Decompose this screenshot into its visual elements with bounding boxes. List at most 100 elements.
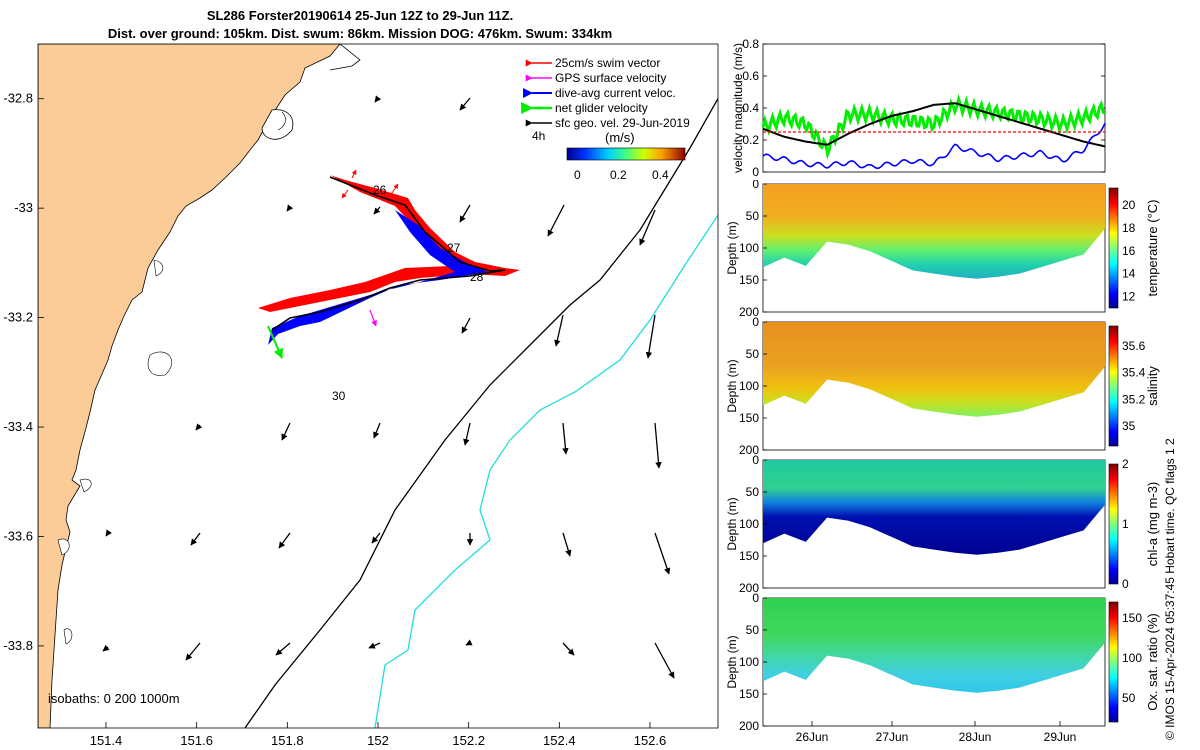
colorbar-label: temperature (°C) (1145, 200, 1160, 297)
velocity-ytick-label: 0.2 (742, 133, 759, 147)
depth-tick-label: 0 (752, 180, 759, 191)
map-xtick-label: 152.4 (543, 733, 576, 748)
current-arrow (368, 642, 381, 649)
current-arrow (645, 314, 656, 359)
velocity-panel: 0 0.2 0.4 0.6 0.8 velocity magnitude (m/s) (731, 37, 1106, 179)
colorbar-tick-label: 35.4 (1122, 366, 1146, 380)
depth-tick-label: 200 (739, 581, 759, 595)
depth-tick-label: 150 (739, 549, 759, 563)
section-fill (763, 598, 1105, 693)
time-tick-label: 29Jun (1044, 730, 1077, 744)
isobaths-label: isobaths: 0 200 1000m (48, 691, 180, 706)
colorbar-tick-label: 18 (1122, 221, 1136, 235)
current-arrow (278, 532, 291, 549)
time-tick-label: 28Jun (959, 730, 992, 744)
credit-note: © IMOS 15-Apr-2024 05:37:45 Hobart time.… (1163, 438, 1177, 740)
section-colorbar (1108, 325, 1119, 447)
legend-net-glider: net glider velocity (555, 101, 648, 115)
section-panel-1: 0 50 100 150 200 Depth (m) 35 35.2 35.4 35.6 salin… (725, 315, 1160, 457)
current-arrow (195, 423, 203, 431)
map-ytick-label: -33.2 (3, 310, 33, 325)
map-panel: 151.4 151.6 151.8 152 152.2 152.4 152.6 -32.8 -… (3, 43, 719, 748)
section-fill (763, 322, 1105, 417)
velocity-ylabel: velocity magnitude (m/s) (731, 43, 745, 173)
map-xtick-label: 152 (367, 733, 389, 748)
current-arrow (554, 314, 564, 347)
depth-axis-label: Depth (m) (725, 497, 739, 550)
depth-tick-label: 100 (739, 241, 759, 255)
current-arrow (102, 644, 110, 652)
current-arrow (547, 204, 565, 237)
current-arrow (286, 204, 294, 212)
legend-swim-vector: 25cm/s swim vector (555, 56, 660, 70)
current-arrow (463, 422, 471, 446)
colorbar-label: chl-a (mg m-3) (1145, 482, 1160, 567)
current-arrow (465, 639, 473, 646)
section-fill (763, 184, 1105, 279)
depth-tick-label: 50 (746, 623, 760, 637)
time-tick-label: 27Jun (876, 730, 909, 744)
section-panel-0: 0 50 100 150 200 Depth (m) 12 14 16 18 20 temperatu… (725, 180, 1160, 319)
section-fill (763, 460, 1105, 555)
velocity-ytick-label: 0.8 (742, 37, 759, 51)
map-legend: 25cm/s swim vector GPS surface velocity … (521, 56, 690, 143)
figure-title-line2: Dist. over ground: 105km. Dist. swum: 86… (107, 26, 613, 41)
colorbar-tick-label: 35 (1122, 419, 1136, 433)
glider-track (271, 176, 506, 331)
current-arrow (459, 204, 471, 223)
velocity-ytick-label: 0.6 (742, 69, 759, 83)
depth-tick-label: 50 (746, 347, 760, 361)
isobath-200 (244, 97, 718, 728)
map-ytick-label: -33 (14, 200, 33, 215)
day-label-27: 27 (447, 241, 461, 255)
colorbar-tick-label: 35.2 (1122, 392, 1146, 406)
geostrophic-velocity-arrows (102, 95, 675, 679)
map-ytick-label: -33.4 (3, 419, 33, 434)
colorbar-tick-label: 0 (1122, 577, 1129, 591)
colorbar-tick-label: 12 (1122, 290, 1136, 304)
isobath-1000 (374, 213, 718, 728)
depth-tick-label: 100 (739, 379, 759, 393)
section-colorbar (1108, 463, 1119, 585)
velocity-series-net-glider-velocity (761, 93, 1106, 160)
map-ytick-label: -33.6 (3, 528, 33, 543)
colorbar-tick-label: 1 (1122, 517, 1129, 531)
depth-axis-label: Depth (m) (725, 359, 739, 412)
figure-title-line1: SL286 Forster20190614 25-Jun 12Z to 29-J… (206, 8, 514, 23)
day-label-28: 28 (470, 270, 484, 284)
day-label-26: 26 (373, 183, 387, 197)
depth-tick-label: 0 (752, 315, 759, 329)
depth-tick-label: 100 (739, 655, 759, 669)
current-arrow (190, 532, 201, 546)
velocity-series-sfc-geo-vel- (762, 102, 1106, 148)
depth-axis-label: Depth (m) (725, 221, 739, 274)
map-xtick-label: 151.4 (90, 733, 123, 748)
map-xtick-label: 152.6 (634, 733, 667, 748)
time-tick-label: 26Jun (796, 730, 829, 744)
current-arrow (459, 97, 471, 111)
current-arrow (374, 95, 382, 103)
current-arrow (639, 209, 656, 246)
current-arrow (275, 642, 291, 656)
map-xtick-label: 151.6 (180, 733, 213, 748)
map-ytick-label: -33.8 (3, 638, 33, 653)
depth-tick-label: 150 (739, 411, 759, 425)
velocity-ytick-label: 0 (752, 165, 759, 179)
colorbar-tick-label: 14 (1122, 267, 1136, 281)
current-arrow (373, 206, 381, 215)
current-arrow (371, 532, 381, 544)
section-panel-2: 0 50 100 150 200 Depth (m) 0 1 2 chl-a (mg m-3) (725, 453, 1160, 595)
legend-dive-avg-current: dive-avg current veloc. (555, 86, 676, 100)
depth-tick-label: 200 (739, 443, 759, 457)
colorbar-label: salinity (1145, 366, 1160, 406)
current-arrow (105, 529, 112, 537)
legend-gps-velocity: GPS surface velocity (555, 71, 666, 85)
depth-tick-label: 200 (739, 719, 759, 733)
colorbar-tick-label: 16 (1122, 244, 1136, 258)
colorbar-tick-label: 20 (1122, 198, 1136, 212)
depth-tick-label: 50 (746, 209, 760, 223)
land (38, 44, 341, 728)
current-arrow (281, 422, 291, 441)
current-arrow (654, 532, 671, 575)
